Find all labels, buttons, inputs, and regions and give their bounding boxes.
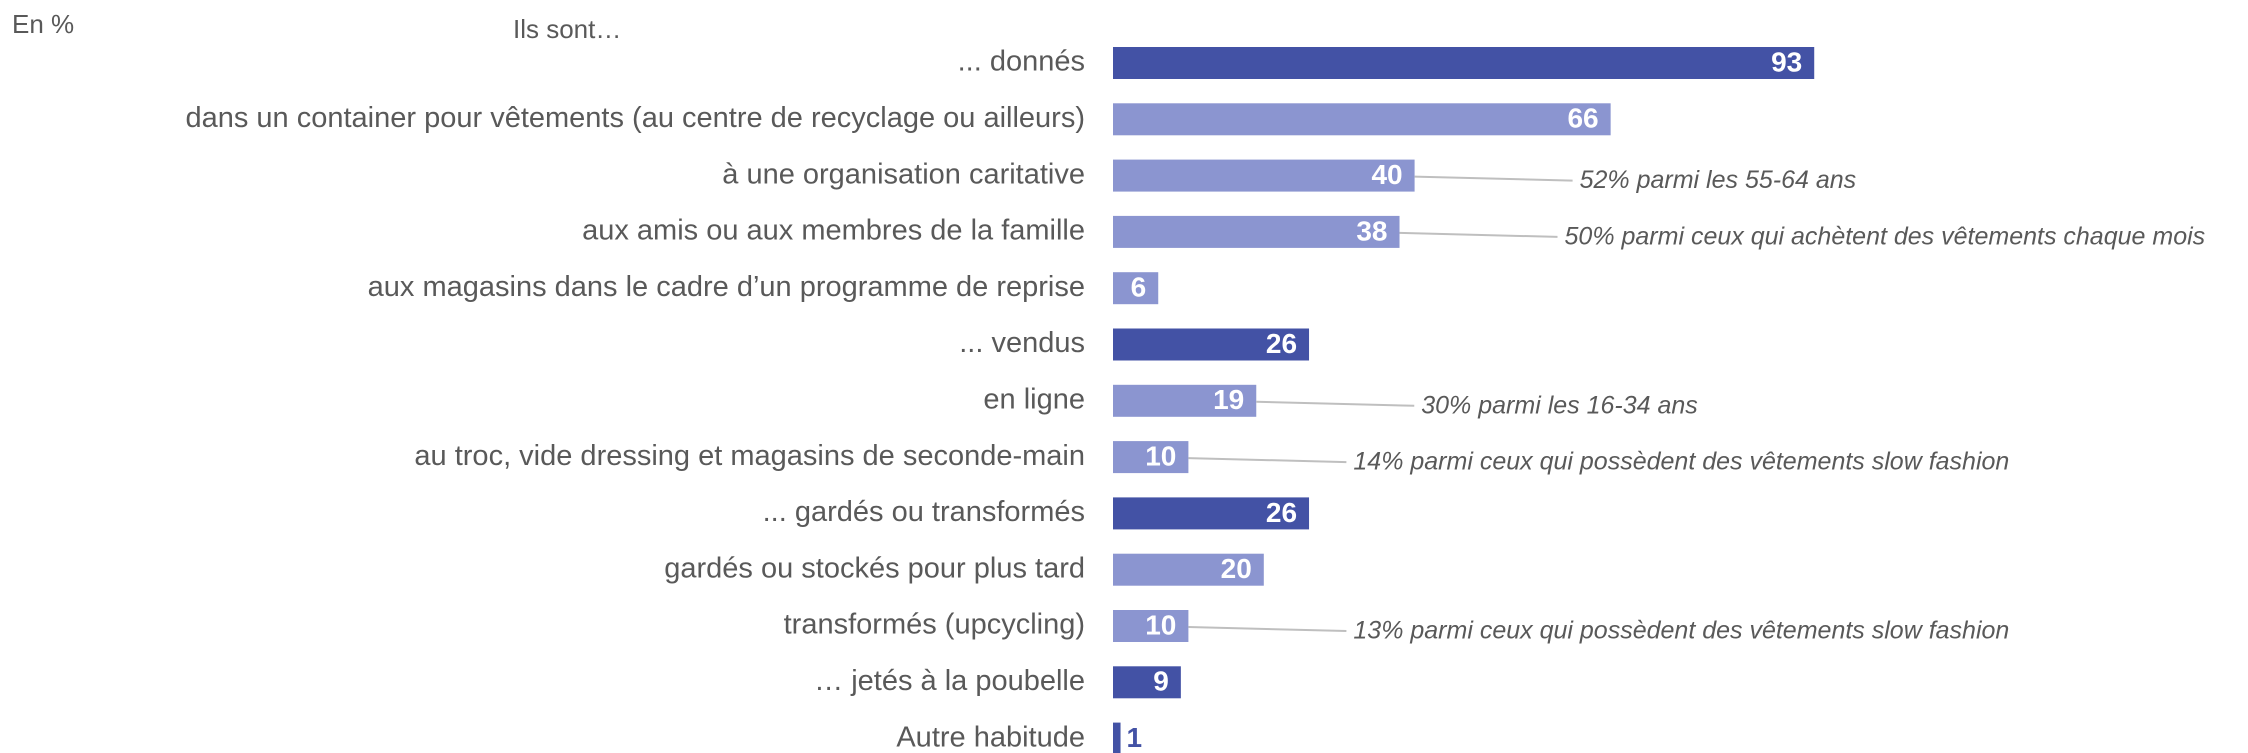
- annotation-line: [1188, 626, 1347, 632]
- bar: [1113, 47, 1815, 79]
- bar: [1113, 441, 1189, 474]
- category-label: Autre habitude: [896, 721, 1085, 753]
- value-label: 10: [1145, 609, 1176, 640]
- bar: [1113, 103, 1611, 136]
- category-label: à une organisation caritative: [722, 158, 1085, 190]
- value-label: 66: [1567, 103, 1598, 134]
- category-label: aux amis ou aux membres de la famille: [582, 215, 1085, 247]
- bar: [1113, 384, 1257, 417]
- value-label: 38: [1356, 215, 1387, 246]
- bar: [1113, 159, 1415, 192]
- unit-label: En %: [12, 9, 74, 39]
- bar: [1113, 722, 1121, 753]
- value-label: 93: [1771, 46, 1802, 77]
- annotation-line: [1414, 175, 1573, 182]
- category-label: au troc, vide dressing et magasins de se…: [414, 440, 1085, 472]
- bar: [1113, 610, 1189, 642]
- annotation-line: [1188, 457, 1347, 464]
- category-label: ... vendus: [959, 327, 1085, 359]
- value-label: 10: [1145, 440, 1176, 471]
- category-label: transformés (upcycling): [784, 609, 1085, 641]
- bar: [1113, 328, 1310, 361]
- bar: [1113, 272, 1159, 305]
- value-label: 9: [1153, 666, 1169, 697]
- category-label: ... gardés ou transformés: [763, 496, 1085, 528]
- value-label: 40: [1371, 159, 1402, 190]
- value-label: 26: [1266, 328, 1297, 359]
- category-label: en ligne: [983, 383, 1085, 415]
- annotation: 14% parmi ceux qui possèdent des vêtemen…: [1353, 448, 2009, 476]
- value-label: 1: [1127, 722, 1143, 753]
- annotation: 30% parmi les 16-34 ans: [1421, 391, 1698, 419]
- value-label: 19: [1213, 384, 1244, 415]
- annotation: 13% parmi ceux qui possèdent des vêtemen…: [1353, 617, 2009, 645]
- annotation: 52% parmi les 55-64 ans: [1580, 166, 1857, 194]
- annotation-line: [1399, 231, 1558, 238]
- subtitle: Ils sont…: [513, 14, 621, 44]
- value-label: 20: [1221, 553, 1252, 584]
- category-label: … jetés à la poubelle: [814, 665, 1085, 697]
- value-label: 6: [1131, 272, 1147, 303]
- category-label: aux magasins dans le cadre d’un programm…: [368, 271, 1085, 303]
- bar: [1113, 553, 1264, 586]
- bar: [1113, 497, 1310, 530]
- annotation: 50% parmi ceux qui achètent des vêtement…: [1565, 223, 2206, 251]
- category-label: dans un container pour vêtements (au cen…: [185, 102, 1085, 134]
- annotation-line: [1256, 400, 1415, 407]
- category-label: gardés ou stockés pour plus tard: [664, 552, 1085, 584]
- bar: [1113, 666, 1181, 699]
- value-label: 26: [1266, 497, 1297, 528]
- bar: [1113, 215, 1400, 248]
- category-label: ... donnés: [958, 46, 1085, 78]
